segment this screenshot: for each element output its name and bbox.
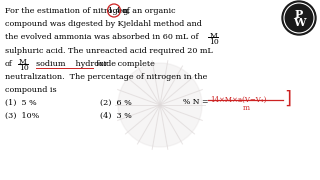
Text: % N =: % N = <box>183 98 209 106</box>
Text: W: W <box>293 17 305 28</box>
Text: compound is: compound is <box>5 86 57 94</box>
Text: For the estimation of nitrogen,: For the estimation of nitrogen, <box>5 7 130 15</box>
Text: of an organic: of an organic <box>122 7 176 15</box>
Circle shape <box>282 1 316 35</box>
Text: m: m <box>243 104 250 112</box>
Text: neutralization.  The percentage of nitrogen in the: neutralization. The percentage of nitrog… <box>5 73 207 81</box>
Text: M: M <box>19 58 27 66</box>
Text: (3)  10%: (3) 10% <box>5 112 39 120</box>
Text: the evolved ammonia was absorbed in 60 mL of: the evolved ammonia was absorbed in 60 m… <box>5 33 198 41</box>
Text: sulphuric acid. The unreacted acid required 20 mL: sulphuric acid. The unreacted acid requi… <box>5 47 213 55</box>
Text: of: of <box>5 60 13 68</box>
Text: ]: ] <box>284 90 291 108</box>
Text: compound was digested by Kjeldahl method and: compound was digested by Kjeldahl method… <box>5 20 202 28</box>
Text: 14×M×a(V−V₁): 14×M×a(V−V₁) <box>210 96 266 103</box>
Polygon shape <box>118 63 202 147</box>
Text: 10: 10 <box>209 37 219 46</box>
Text: M: M <box>210 31 218 39</box>
Text: for    complete: for complete <box>96 60 155 68</box>
Text: P: P <box>295 8 303 19</box>
Text: (1)  5 %: (1) 5 % <box>5 99 37 107</box>
Text: 1.4 g: 1.4 g <box>108 7 128 15</box>
Text: 10: 10 <box>19 64 29 73</box>
Text: (4)  3 %: (4) 3 % <box>100 112 132 120</box>
Text: sodium    hydroxide: sodium hydroxide <box>36 60 116 68</box>
Text: (2)  6 %: (2) 6 % <box>100 99 132 107</box>
